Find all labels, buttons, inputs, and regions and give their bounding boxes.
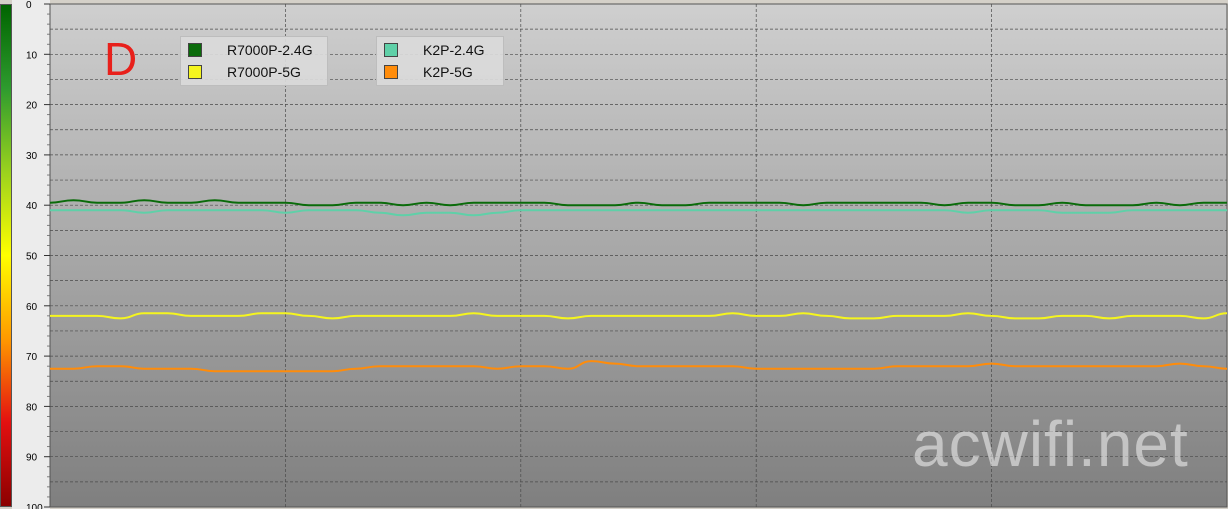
series-line-r7000p-2-4g: [49, 199, 1227, 207]
legend-label: R7000P-5G: [227, 64, 301, 80]
series-lines: [49, 199, 1228, 373]
legend-item-k2p-5g: K2P-5G: [383, 61, 497, 83]
y-tick-label: 60: [26, 302, 38, 313]
signal-colorbar: [0, 4, 12, 507]
watermark: acwifi.net: [912, 408, 1189, 480]
y-tick-label: 50: [26, 252, 38, 263]
legend-label: K2P-5G: [423, 64, 473, 80]
y-tick-label: 0: [26, 0, 32, 11]
legend-label: K2P-2.4G: [423, 42, 485, 58]
legend-swatch: [384, 65, 398, 79]
legend-group-r7000p: R7000P-2.4G R7000P-5G: [180, 36, 328, 86]
panel-letter: D: [104, 33, 138, 85]
y-tick-label: 90: [26, 453, 38, 464]
y-axis-panel: [12, 0, 50, 509]
y-tick-label: 30: [26, 151, 38, 162]
y-tick-label: 20: [26, 101, 38, 112]
y-tick-label: 10: [26, 50, 38, 61]
legend-group-k2p: K2P-2.4G K2P-5G: [376, 36, 504, 86]
series-line-k2p-2-4g: [50, 209, 1227, 217]
series-line-r7000p-5g: [49, 312, 1228, 320]
y-tick-label: 100: [26, 503, 43, 509]
legend-item-k2p-2-4g: K2P-2.4G: [383, 39, 497, 61]
legend-swatch: [384, 43, 398, 57]
legend-swatch: [188, 43, 202, 57]
series-line-k2p-5g: [50, 360, 1228, 373]
legend-item-r7000p-2-4g: R7000P-2.4G: [187, 39, 321, 61]
y-tick-label: 40: [26, 201, 38, 212]
y-tick-label: 80: [26, 402, 38, 413]
legend-item-r7000p-5g: R7000P-5G: [187, 61, 321, 83]
legend-label: R7000P-2.4G: [227, 42, 313, 58]
y-tick-label: 70: [26, 352, 38, 363]
legend-swatch: [188, 65, 202, 79]
y-axis-ticks: 0 10 20 30 40 50 60 70 80 90 100: [26, 0, 50, 509]
